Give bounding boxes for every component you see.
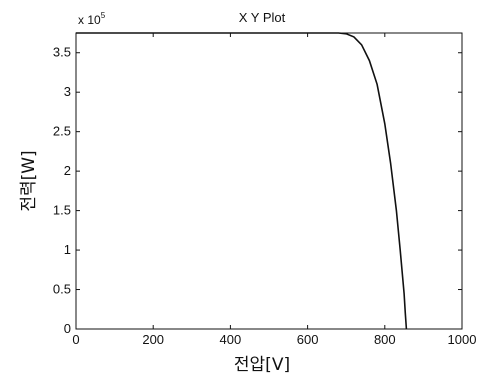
- x-tick-label-4: 800: [374, 332, 396, 347]
- y-axis-ticks: 0 0.5 1 1.5 2 2.5 3 3.5: [53, 45, 462, 336]
- x-tick-label-1: 200: [142, 332, 164, 347]
- y-tick-label-5: 2.5: [53, 124, 71, 139]
- y-tick-label-7: 3.5: [53, 45, 71, 60]
- x-tick-label-0: 0: [72, 332, 79, 347]
- x-tick-label-5: 1000: [448, 332, 477, 347]
- y-multiplier-exponent: 5: [101, 11, 106, 20]
- y-multiplier-label: x 105: [78, 11, 106, 27]
- y-tick-label-4: 2: [64, 163, 71, 178]
- x-axis-label: 전압[V]: [234, 355, 290, 375]
- y-multiplier-base: x 10: [78, 13, 101, 27]
- series-line: [76, 32, 408, 330]
- y-tick-label-2: 1: [64, 242, 71, 257]
- y-tick-label-0: 0: [64, 321, 71, 336]
- y-tick-label-1: 0.5: [53, 282, 71, 297]
- plot-area: [75, 32, 463, 330]
- y-axis-label: 전력[W]: [19, 150, 39, 211]
- x-axis-ticks: 0 200 400 600 800 1000: [72, 33, 476, 347]
- x-tick-label-2: 400: [220, 332, 242, 347]
- chart-title: X Y Plot: [239, 10, 286, 25]
- y-tick-label-6: 3: [64, 84, 71, 99]
- x-tick-label-3: 600: [297, 332, 319, 347]
- y-tick-label-3: 1.5: [53, 203, 71, 218]
